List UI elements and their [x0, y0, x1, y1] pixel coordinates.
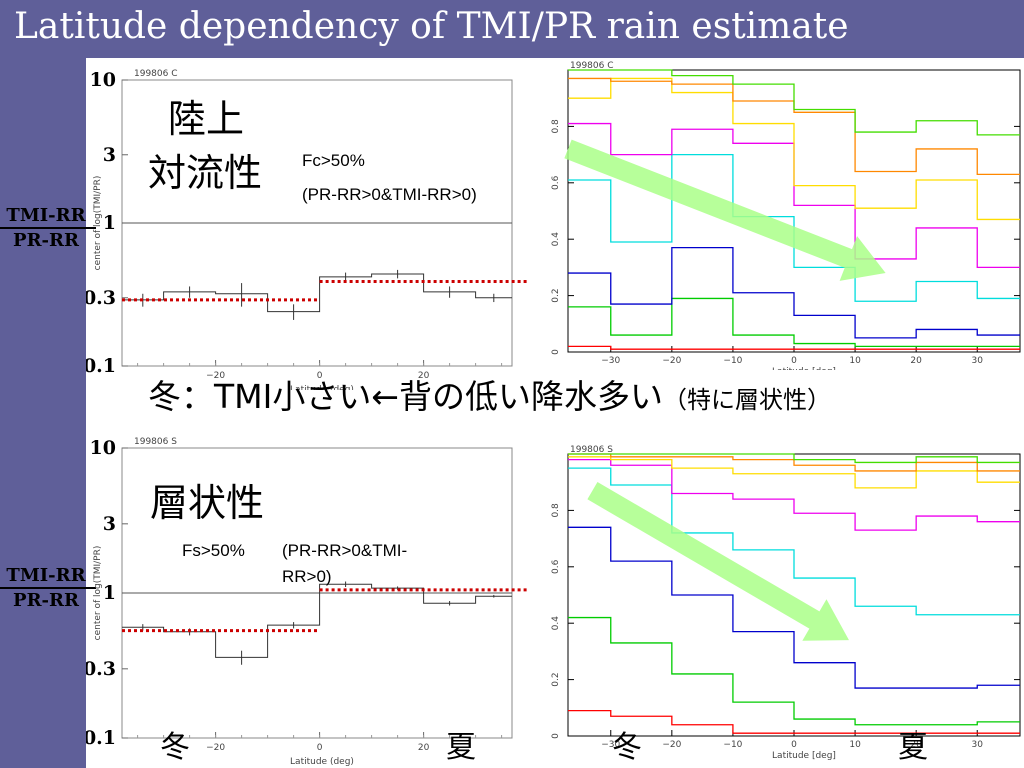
ratio-numerator: TMI-RR — [0, 565, 96, 589]
x-tick-label: −10 — [723, 356, 742, 366]
x-tick-label: 0 — [317, 743, 323, 753]
series-step-line — [568, 297, 1020, 348]
y-tick-label: 0.3 — [86, 287, 116, 309]
y-tick-label: 0 — [551, 733, 561, 739]
y-tick-label: 10 — [90, 69, 116, 91]
series-step-line — [568, 453, 1020, 472]
y-axis-label: center of log(TMI/PR) — [93, 176, 103, 271]
y-tick-label: 0.8 — [551, 503, 561, 518]
y-tick-label: 0.2 — [551, 288, 561, 302]
x-tick-label: 10 — [849, 740, 861, 750]
stratiform-condition: Fs>50% — [182, 541, 245, 560]
convective-condition-line2: (PR-RR>0&TMI-RR>0) — [302, 185, 477, 204]
y-tick-label: 0.3 — [86, 658, 116, 680]
chart-title: 199806 S — [570, 445, 613, 455]
middle-caption-note: （特に層状性） — [663, 386, 832, 414]
x-tick-label: 10 — [849, 356, 861, 366]
y-tick-label: 0.6 — [551, 175, 561, 190]
stratiform-condition-extra-line2: RR>0) — [282, 567, 332, 586]
x-tick-label: 0 — [791, 356, 797, 366]
series-step-line — [568, 709, 1020, 734]
x-tick-label: 30 — [972, 740, 984, 750]
series-step-line — [568, 467, 1020, 616]
winter-label-left: 冬 — [160, 730, 190, 765]
y-axis-label: center of log(TMI/PR) — [93, 546, 103, 641]
series-step-line — [568, 456, 1020, 489]
y-tick-label: 1 — [103, 582, 116, 604]
x-tick-label: −20 — [662, 356, 681, 366]
x-tick-label: 0 — [317, 371, 323, 381]
y-tick-label: 3 — [103, 144, 116, 166]
series-step-line — [568, 247, 1020, 339]
chart-title: 199806 S — [134, 437, 177, 447]
x-tick-label: 20 — [418, 371, 430, 381]
x-tick-label: −30 — [601, 740, 620, 750]
ratio-label-bottom: TMI-RR PR-RR — [0, 565, 96, 613]
series-step-line — [568, 77, 1020, 221]
series-step-line — [568, 69, 1020, 136]
x-axis-label: Latitude (deg) — [290, 385, 354, 390]
ratio-step-line — [122, 273, 512, 313]
convective-heading-line2: 対流性 — [148, 151, 263, 195]
y-tick-label: 0.6 — [551, 559, 561, 574]
y-tick-label: 0.4 — [551, 232, 561, 247]
plot-frame — [567, 453, 1021, 737]
trend-arrow — [564, 139, 886, 281]
y-tick-label: 0.1 — [86, 355, 116, 377]
series-step-line — [568, 453, 1020, 464]
ratio-denominator: PR-RR — [13, 230, 79, 251]
x-tick-label: 20 — [910, 740, 922, 750]
summer-label-left: 夏 — [446, 730, 476, 765]
x-tick-label: −30 — [601, 356, 620, 366]
ratio-label-top: TMI-RR PR-RR — [0, 205, 96, 253]
chart-title: 199806 C — [134, 69, 178, 79]
x-tick-label: 0 — [791, 740, 797, 750]
y-tick-label: 0.1 — [86, 727, 116, 749]
y-tick-label: 0 — [551, 349, 561, 355]
x-tick-label: −20 — [662, 740, 681, 750]
convective-cumulative-chart: 199806 C 0 0.2 0.4 0.6 0.8 −30 −20 −10 0 10 20 30 Lat… — [551, 61, 1021, 370]
series-step-line — [568, 458, 1020, 531]
x-tick-label: 20 — [418, 743, 430, 753]
ratio-numerator: TMI-RR — [0, 205, 96, 229]
x-axis-label: Latitude (deg) — [290, 757, 354, 767]
convective-ratio-chart: 199806 C −20 0 20 Latitude (deg) center of lo… — [86, 69, 528, 390]
x-tick-label: −20 — [206, 743, 225, 753]
middle-caption: 冬：TMI小さい←背の低い降水多い（特に層状性） — [148, 375, 831, 422]
ratio-denominator: PR-RR — [13, 590, 79, 611]
convective-heading-line1: 陸上 — [168, 97, 245, 141]
x-tick-label: −10 — [723, 740, 742, 750]
stratiform-condition-extra-line1: (PR-RR>0&TMI- — [282, 541, 408, 560]
chart-title: 199806 C — [570, 61, 614, 71]
convective-condition-line1: Fc>50% — [302, 151, 365, 170]
x-tick-label: −20 — [206, 371, 225, 381]
middle-caption-main: 冬：TMI小さい←背の低い降水多い — [148, 377, 664, 416]
series-step-line — [568, 345, 1020, 350]
series-step-line — [568, 616, 1020, 726]
stratiform-ratio-chart: 199806 S −20 0 20 Latitude (deg) center of lo… — [86, 437, 528, 767]
stratiform-cumulative-chart: 199806 S 0 0.2 0.4 0.6 0.8 −30 −20 −10 0 10 20 30 Lat… — [551, 445, 1021, 761]
y-tick-label: 1 — [103, 212, 116, 234]
winter-label-right: 冬 — [612, 730, 642, 765]
y-tick-label: 0.8 — [551, 119, 561, 134]
y-tick-label: 10 — [90, 437, 116, 459]
x-axis-label: Latitude [deg] — [772, 367, 836, 370]
slide-title: Latitude dependency of TMI/PR rain estim… — [14, 6, 849, 47]
trend-arrow — [587, 482, 849, 641]
ratio-step-line — [122, 583, 512, 658]
y-tick-label: 3 — [103, 513, 116, 535]
y-tick-label: 0.4 — [551, 616, 561, 631]
series-step-line — [568, 526, 1020, 689]
stratiform-heading: 層状性 — [150, 481, 265, 525]
x-tick-label: 20 — [910, 356, 922, 366]
summer-label-right: 夏 — [898, 730, 928, 765]
content-panel — [86, 58, 1024, 768]
y-tick-label: 0.2 — [551, 672, 561, 686]
x-axis-label: Latitude [deg] — [772, 751, 836, 761]
x-tick-label: 30 — [972, 356, 984, 366]
